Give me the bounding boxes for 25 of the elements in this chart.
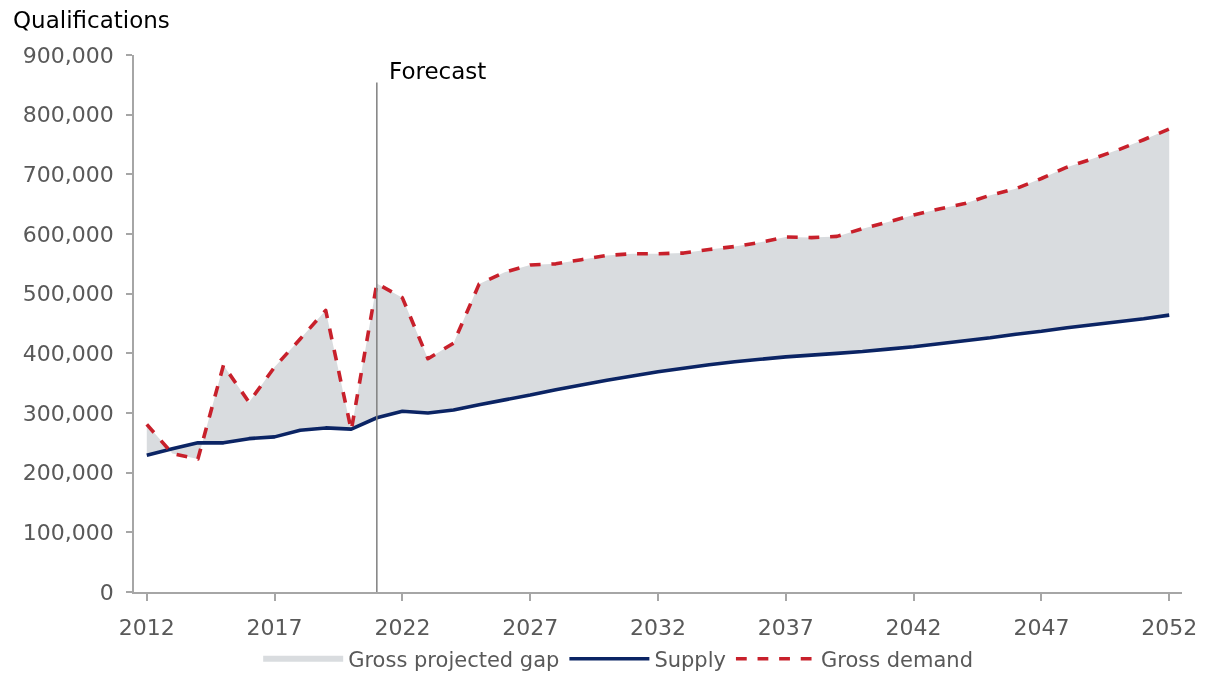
- y-tick-label: 900,000: [22, 42, 114, 68]
- x-tick-label: 2012: [118, 615, 175, 641]
- legend-label: Supply: [654, 647, 726, 672]
- x-tick-label: 2032: [630, 615, 686, 641]
- y-tick-label: 700,000: [22, 162, 114, 188]
- x-tick-label: 2037: [757, 615, 814, 641]
- y-tick-label: 0: [99, 579, 114, 605]
- x-tick-label: 2052: [1141, 615, 1198, 641]
- y-axis-title: Qualifications: [13, 7, 170, 33]
- y-tick-label: 600,000: [22, 221, 114, 247]
- x-tick-label: 2022: [374, 615, 431, 641]
- y-tick-label: 300,000: [22, 400, 114, 426]
- y-tick-label: 100,000: [22, 520, 114, 546]
- legend-label: Gross demand: [820, 647, 974, 672]
- y-tick-label: 800,000: [22, 102, 114, 128]
- x-tick-label: 2047: [1013, 615, 1070, 641]
- line-series: [144, 313, 1172, 458]
- x-tick-label: 2042: [885, 615, 942, 641]
- y-tick-label: 500,000: [22, 281, 114, 307]
- ref-line-label: Forecast: [389, 58, 487, 84]
- y-tick-label: 400,000: [22, 341, 114, 367]
- y-tick-label: 200,000: [22, 460, 114, 486]
- x-tick-label: 2027: [502, 615, 559, 641]
- legend-label: Gross projected gap: [348, 647, 560, 672]
- x-tick-label: 2017: [246, 615, 303, 641]
